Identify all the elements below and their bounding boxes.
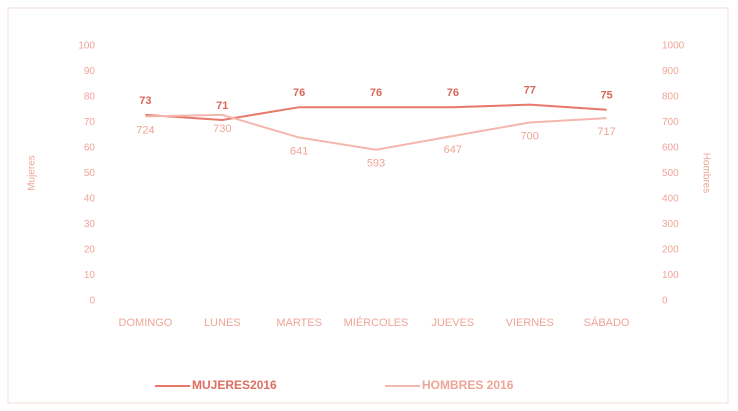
y-tick-label: 0 [89, 296, 95, 307]
y-tick-label: 100 [78, 41, 95, 52]
x-tick-label: JUEVES [431, 317, 474, 329]
y-tick-label: 90 [84, 66, 96, 77]
y-axis-label: Mujeres [27, 155, 38, 191]
data-label: 641 [290, 145, 308, 157]
y-tick-label: 40 [84, 194, 96, 205]
data-label: 77 [524, 85, 536, 97]
y2-tick-label: 600 [662, 143, 679, 154]
x-tick-label: LUNES [204, 317, 241, 329]
data-label: 76 [370, 87, 382, 99]
y-tick-label: 50 [84, 168, 96, 179]
y-tick-label: 60 [84, 143, 96, 154]
data-label: 73 [139, 95, 151, 107]
y-tick-label: 20 [84, 245, 96, 256]
data-label: 717 [597, 126, 615, 138]
y-tick-label: 30 [84, 219, 96, 230]
series-line [145, 113, 607, 151]
y2-tick-label: 500 [662, 168, 679, 179]
data-label: 700 [521, 130, 539, 142]
data-label: 724 [136, 124, 154, 136]
y-tick-label: 10 [84, 270, 96, 281]
y2-tick-label: 1000 [662, 41, 685, 52]
y2-tick-label: 800 [662, 92, 679, 103]
y2-tick-label: 400 [662, 194, 679, 205]
y2-axis-label: Hombres [700, 153, 711, 194]
y2-tick-label: 700 [662, 117, 679, 128]
y-tick-label: 70 [84, 117, 96, 128]
data-label: 75 [600, 90, 612, 102]
y2-tick-label: 100 [662, 270, 679, 281]
x-tick-label: SÁBADO [584, 316, 630, 329]
data-label: 647 [444, 144, 462, 156]
data-label: 71 [216, 100, 228, 112]
data-label: 76 [447, 87, 459, 99]
x-tick-label: MARTES [276, 317, 322, 329]
data-label: 730 [213, 123, 231, 135]
x-tick-label: MIÉRCOLES [344, 316, 409, 329]
data-label: 593 [367, 158, 385, 170]
x-tick-label: VIERNES [506, 317, 554, 329]
y2-tick-label: 900 [662, 66, 679, 77]
y2-tick-label: 200 [662, 245, 679, 256]
legend-label: MUJERES2016 [192, 378, 277, 392]
y-tick-label: 80 [84, 92, 96, 103]
x-tick-label: DOMINGO [119, 317, 173, 329]
series-line [145, 103, 607, 121]
data-label: 76 [293, 87, 305, 99]
chart-frame [7, 7, 729, 404]
y2-tick-label: 300 [662, 219, 679, 230]
legend-label: HOMBRES 2016 [422, 378, 514, 392]
y2-tick-label: 0 [662, 296, 668, 307]
